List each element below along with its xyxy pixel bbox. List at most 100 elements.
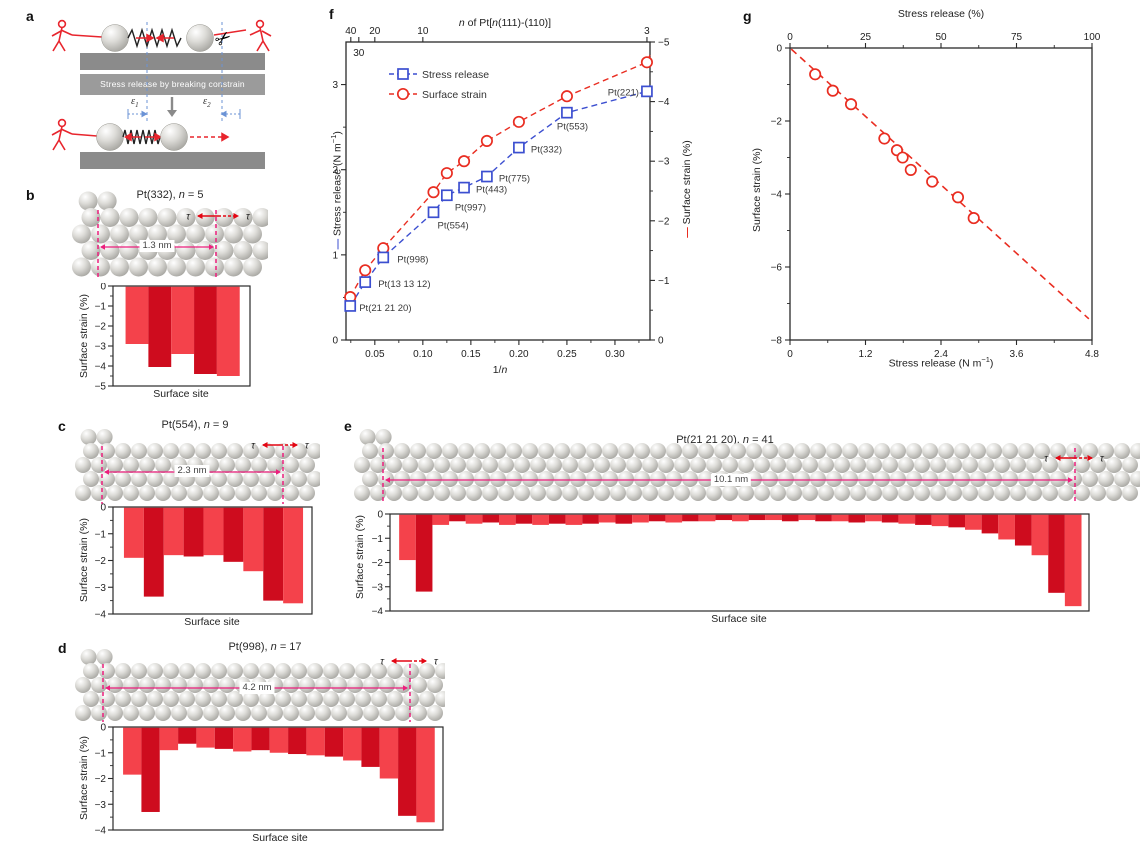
atom-sphere — [110, 224, 129, 244]
atom-sphere — [450, 485, 466, 501]
atom-sphere — [96, 429, 113, 445]
atom-sphere — [355, 691, 371, 707]
atom-sphere — [227, 443, 243, 459]
atom-sphere — [259, 443, 275, 459]
panel-c-title: Pt(554), n = 9 — [115, 419, 275, 431]
atom-sphere — [331, 677, 347, 693]
polygon-element — [220, 110, 227, 118]
tau-symbol: τ — [186, 212, 191, 223]
atom-sphere — [514, 485, 530, 501]
y-tick-label: 2 — [332, 165, 338, 176]
atom-sphere — [251, 705, 267, 721]
surface-strain-point — [359, 264, 372, 277]
atom-sphere — [482, 485, 498, 501]
atom-sphere — [259, 691, 275, 707]
n-value: = 17 — [279, 641, 302, 653]
strain-bar — [263, 507, 284, 601]
red-line-key: — — [681, 227, 693, 238]
legend-circle-marker — [396, 87, 410, 101]
atom-sphere — [378, 471, 394, 487]
surface-strain-point — [457, 155, 471, 168]
panel-label-a: a — [26, 8, 34, 24]
atom-sphere — [243, 471, 259, 487]
strain-bar — [288, 727, 307, 755]
atom-sphere — [634, 443, 650, 459]
atom-sphere — [299, 677, 315, 693]
atom-sphere — [530, 485, 546, 501]
atom-sphere — [80, 649, 97, 665]
surface-strain-point — [512, 115, 525, 128]
atom-sphere — [203, 677, 219, 693]
atom-sphere — [354, 485, 370, 501]
y-tick-label: 3 — [332, 80, 338, 91]
atom-sphere — [914, 485, 930, 501]
superscript: −1 — [981, 355, 990, 364]
atom-sphere — [786, 457, 802, 473]
atom-sphere — [546, 457, 562, 473]
atom-sphere — [107, 677, 123, 693]
atom-sphere — [283, 485, 299, 501]
atom-sphere — [1034, 443, 1050, 459]
top-tick-label: 50 — [935, 32, 947, 43]
surface-strain-point — [640, 56, 653, 69]
path-element — [249, 27, 272, 52]
atom-sphere — [570, 443, 586, 459]
data-point-label: Pt(443) — [476, 185, 507, 196]
atom-sphere — [1082, 471, 1098, 487]
atom-sphere — [850, 457, 866, 473]
atom-sphere — [762, 471, 778, 487]
strain-bar — [196, 727, 215, 748]
strain-bar — [123, 507, 144, 558]
path-element — [51, 27, 73, 52]
atom-sphere — [81, 241, 101, 260]
atom-sphere — [283, 457, 299, 473]
atom-sphere — [81, 208, 101, 227]
strain-bar — [194, 286, 217, 374]
atom-sphere — [362, 471, 378, 487]
strain-bar — [415, 514, 433, 592]
polygon-element — [276, 469, 281, 475]
atom-sphere — [283, 677, 299, 693]
atom-sphere — [434, 457, 450, 473]
atom-sphere — [155, 677, 171, 693]
atom-sphere — [139, 457, 155, 473]
atom-sphere — [148, 224, 167, 244]
atom-sphere — [251, 485, 267, 501]
atom-sphere — [442, 471, 458, 487]
atom-sphere — [890, 443, 906, 459]
y-tick-label: 0 — [377, 510, 383, 521]
polygon-element — [124, 132, 132, 142]
atom-sphere — [78, 191, 98, 211]
n-tick-label: 40 — [345, 26, 357, 37]
strain-bar — [399, 514, 416, 561]
atom-sphere — [946, 457, 962, 473]
atom-sphere — [882, 485, 898, 501]
strain-bar — [565, 514, 583, 525]
panel-e-ylabel: Surface strain (%) — [354, 514, 366, 600]
atom-sphere — [386, 457, 402, 473]
atom-sphere — [435, 691, 445, 707]
atom-sphere — [610, 457, 626, 473]
atom-sphere — [315, 677, 331, 693]
atom-sphere — [506, 443, 522, 459]
atom-sphere — [594, 457, 610, 473]
atom-sphere — [402, 485, 418, 501]
atom-sphere — [746, 443, 762, 459]
transition-arrow-down — [167, 97, 177, 117]
atom-sphere — [235, 485, 251, 501]
panel-b-xlabel: Surface site — [153, 388, 209, 400]
n-symbol: n — [203, 419, 210, 431]
y-tick-label: −2 — [95, 774, 106, 785]
atom-sphere — [562, 457, 578, 473]
atom-sphere — [834, 485, 850, 501]
epsilon-symbol: ε — [131, 96, 136, 107]
atom-sphere — [224, 224, 243, 244]
atom-sphere — [690, 485, 706, 501]
atom-sphere — [91, 224, 110, 244]
data-point-label: Pt(13 13 12) — [378, 279, 430, 290]
strain-bar — [798, 514, 816, 521]
y-tick-label: −5 — [95, 382, 106, 393]
atom-sphere — [538, 471, 554, 487]
